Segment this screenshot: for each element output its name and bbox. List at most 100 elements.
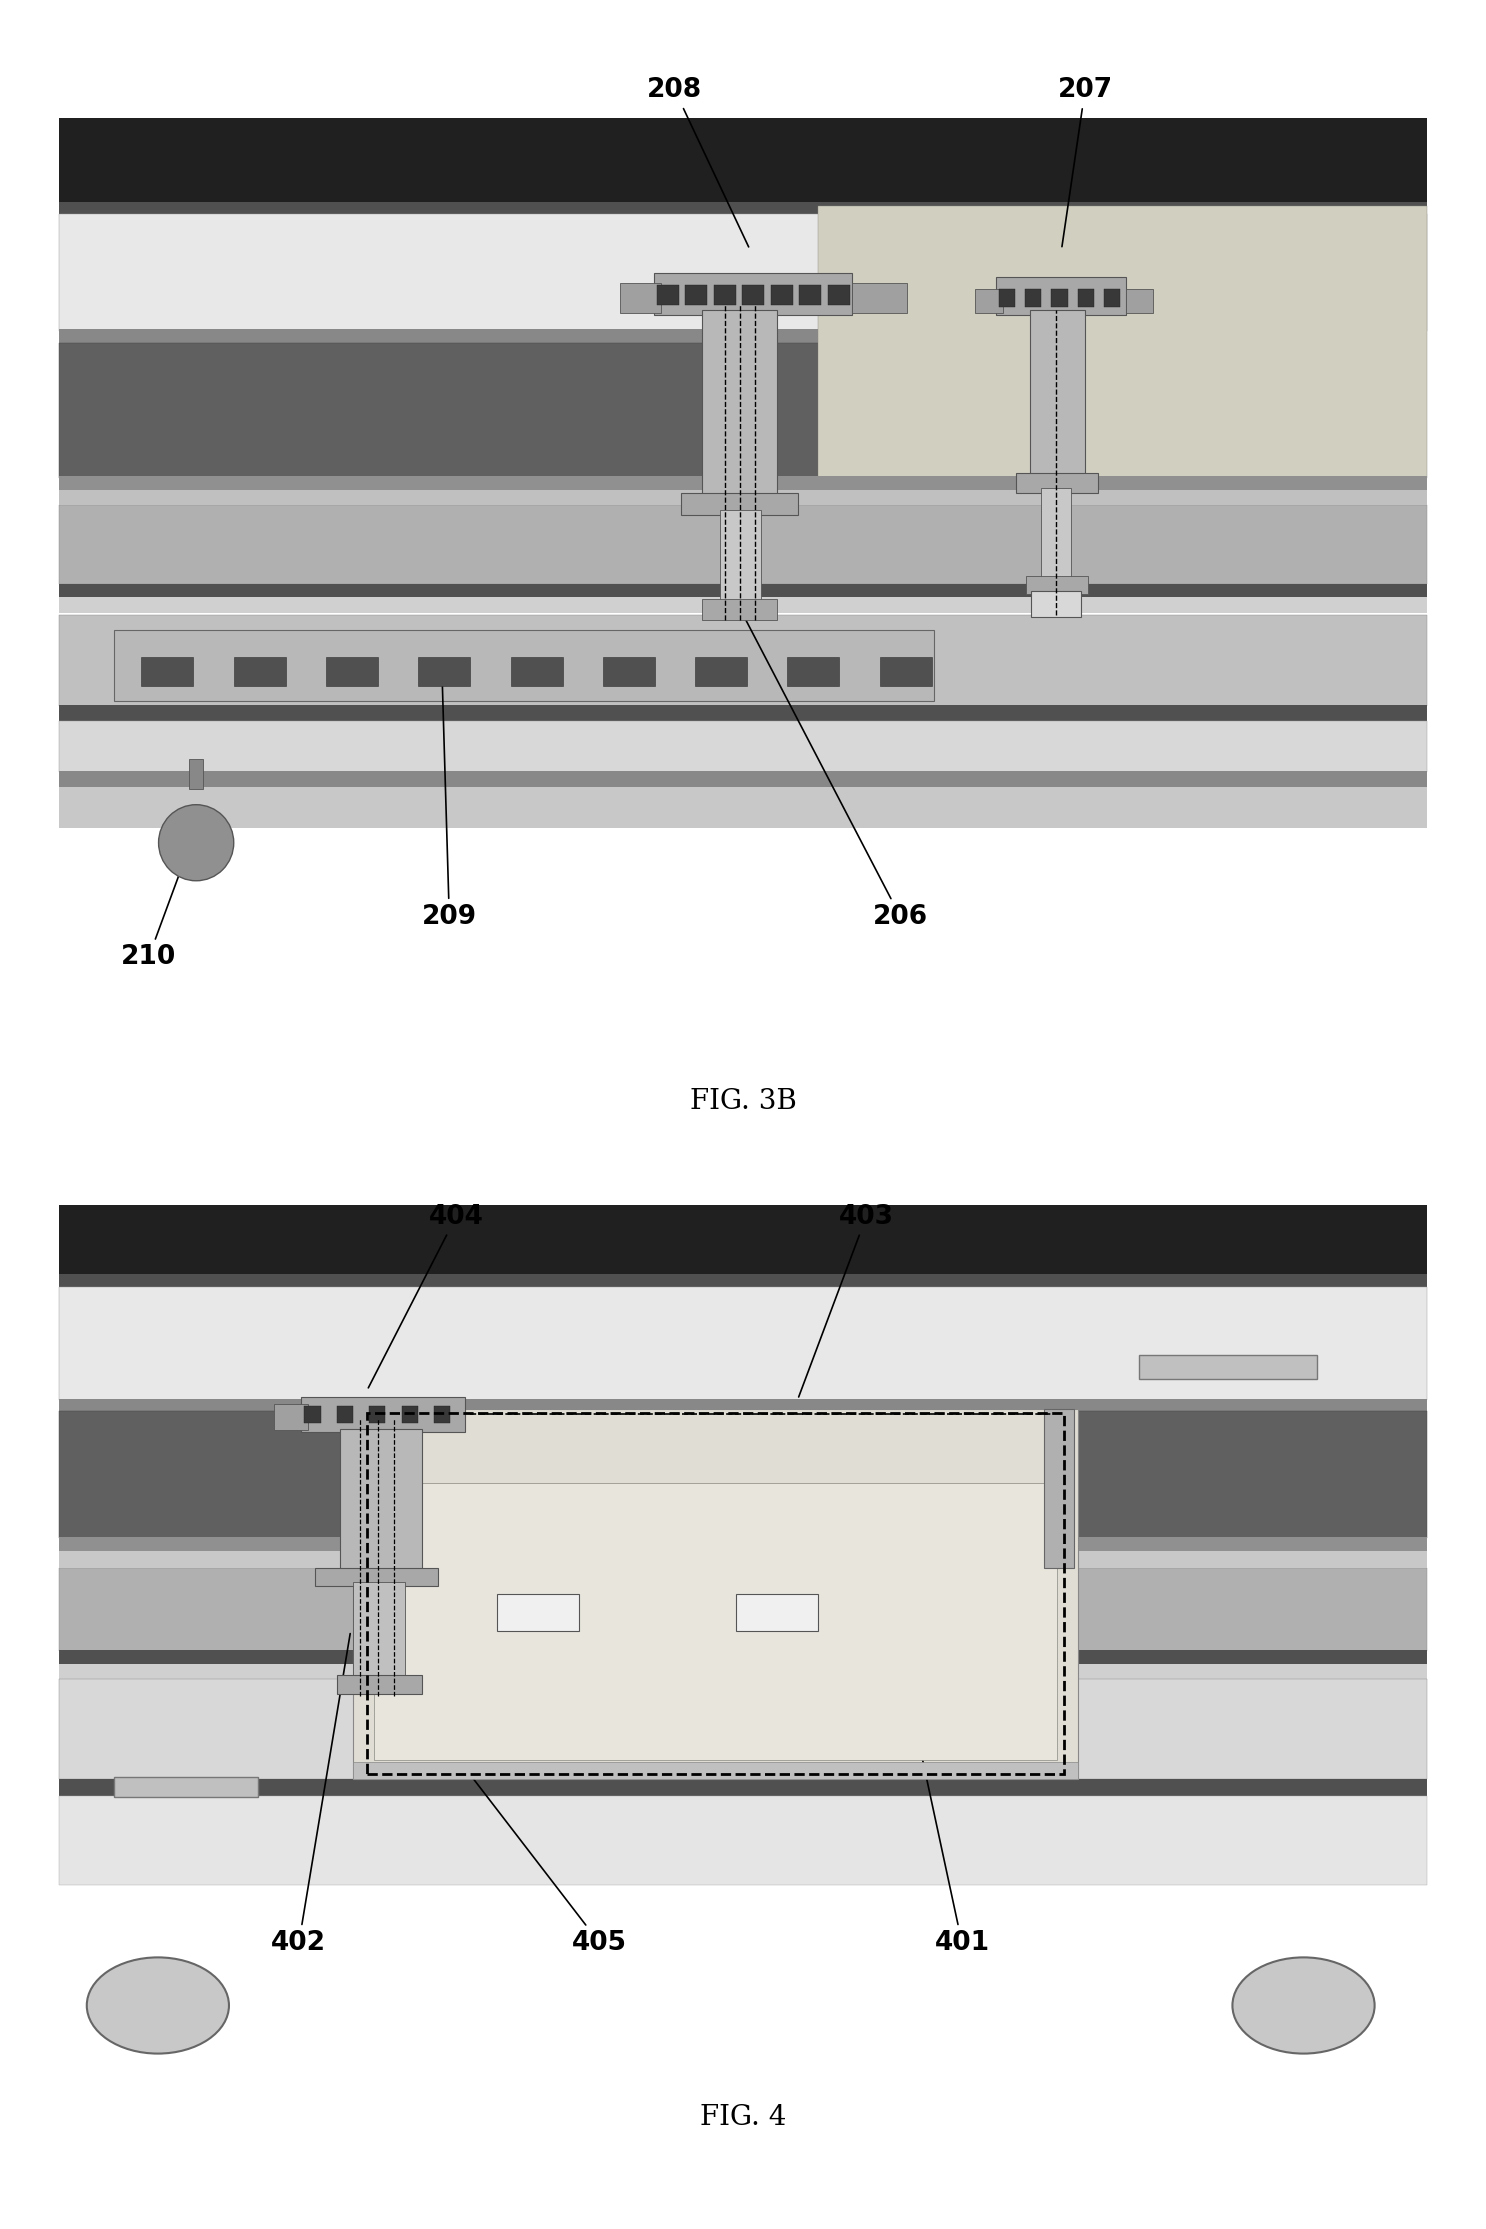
Text: FIG. 4: FIG. 4 <box>700 2104 786 2131</box>
Bar <box>975 290 1003 314</box>
Bar <box>1140 1355 1317 1380</box>
Bar <box>59 490 1427 506</box>
Bar <box>59 584 1427 597</box>
Bar <box>59 475 1427 490</box>
Bar <box>1126 290 1153 314</box>
Bar <box>434 1406 450 1422</box>
Bar <box>59 506 1427 584</box>
Text: 404: 404 <box>369 1204 483 1389</box>
Bar <box>1043 1409 1074 1567</box>
Bar <box>325 658 377 687</box>
Bar <box>315 1567 438 1587</box>
Bar <box>59 214 1427 330</box>
Bar <box>114 1777 257 1797</box>
Bar <box>340 1429 422 1574</box>
Bar <box>354 1409 1077 1779</box>
Bar <box>59 1779 1427 1797</box>
Text: FIG. 3B: FIG. 3B <box>690 1088 796 1114</box>
Bar <box>799 285 822 305</box>
Bar <box>59 720 1427 771</box>
Bar <box>853 283 906 314</box>
Text: 405: 405 <box>465 1768 627 1957</box>
Bar <box>1030 310 1085 477</box>
Bar <box>114 631 935 700</box>
Bar <box>374 1482 1058 1761</box>
Text: 210: 210 <box>120 820 199 970</box>
Bar <box>59 1286 1427 1400</box>
Bar <box>59 1886 1427 2084</box>
Bar <box>828 285 850 305</box>
Bar <box>1042 488 1071 584</box>
Bar <box>354 1763 1077 1779</box>
Bar <box>713 285 736 305</box>
Bar <box>603 658 655 687</box>
Bar <box>788 658 840 687</box>
Text: 206: 206 <box>744 617 927 929</box>
Circle shape <box>86 1957 229 2053</box>
Bar <box>337 1676 422 1694</box>
Bar <box>1025 290 1042 308</box>
Circle shape <box>1232 1957 1375 2053</box>
Bar <box>189 758 204 789</box>
Ellipse shape <box>159 805 233 880</box>
Bar <box>59 1273 1427 1286</box>
Bar <box>59 343 819 477</box>
Bar <box>305 1406 321 1422</box>
Bar <box>401 1406 418 1422</box>
Bar <box>59 1206 1427 1275</box>
Bar <box>273 1404 308 1431</box>
Bar <box>736 1594 819 1632</box>
Text: 402: 402 <box>272 1634 351 1957</box>
Bar <box>302 1398 465 1431</box>
Bar <box>511 658 563 687</box>
Bar <box>999 290 1015 308</box>
Bar <box>59 1538 1427 1551</box>
Bar <box>743 285 764 305</box>
Text: 207: 207 <box>1058 78 1113 247</box>
Text: 208: 208 <box>648 78 749 247</box>
Bar <box>59 787 1427 827</box>
Bar <box>59 597 1427 613</box>
Bar <box>620 283 661 314</box>
Bar <box>719 510 761 606</box>
Bar <box>695 658 747 687</box>
Bar <box>59 704 1427 720</box>
Text: 403: 403 <box>798 1204 893 1398</box>
Bar <box>1016 473 1098 493</box>
Bar <box>701 310 777 504</box>
Bar <box>59 1797 1427 1886</box>
Bar <box>59 203 1427 214</box>
Bar <box>59 1649 1427 1665</box>
Bar <box>59 615 1427 707</box>
Bar <box>59 771 1427 789</box>
Bar <box>337 1406 354 1422</box>
Bar <box>496 1594 580 1632</box>
Bar <box>682 493 798 515</box>
Bar <box>369 1406 385 1422</box>
Bar <box>701 600 777 620</box>
Bar <box>657 285 679 305</box>
Bar <box>59 1665 1427 1678</box>
Bar <box>419 658 470 687</box>
Bar <box>59 1567 1427 1652</box>
Bar <box>1031 591 1080 617</box>
Text: 209: 209 <box>422 684 477 929</box>
Text: 401: 401 <box>921 1754 990 1957</box>
Bar <box>1051 290 1067 308</box>
Bar <box>59 1551 1427 1567</box>
Bar <box>59 1398 1427 1411</box>
Bar <box>59 328 1427 343</box>
Bar <box>59 1678 1427 1779</box>
Bar <box>59 1411 1427 1538</box>
Bar <box>1077 290 1094 308</box>
Bar <box>771 285 792 305</box>
Bar <box>654 272 853 314</box>
Bar <box>819 205 1427 477</box>
Bar <box>141 658 193 687</box>
Bar <box>354 1583 406 1678</box>
Bar <box>59 118 1427 203</box>
Bar <box>233 658 285 687</box>
Bar <box>685 285 707 305</box>
Bar <box>1025 575 1088 595</box>
Bar <box>1104 290 1120 308</box>
